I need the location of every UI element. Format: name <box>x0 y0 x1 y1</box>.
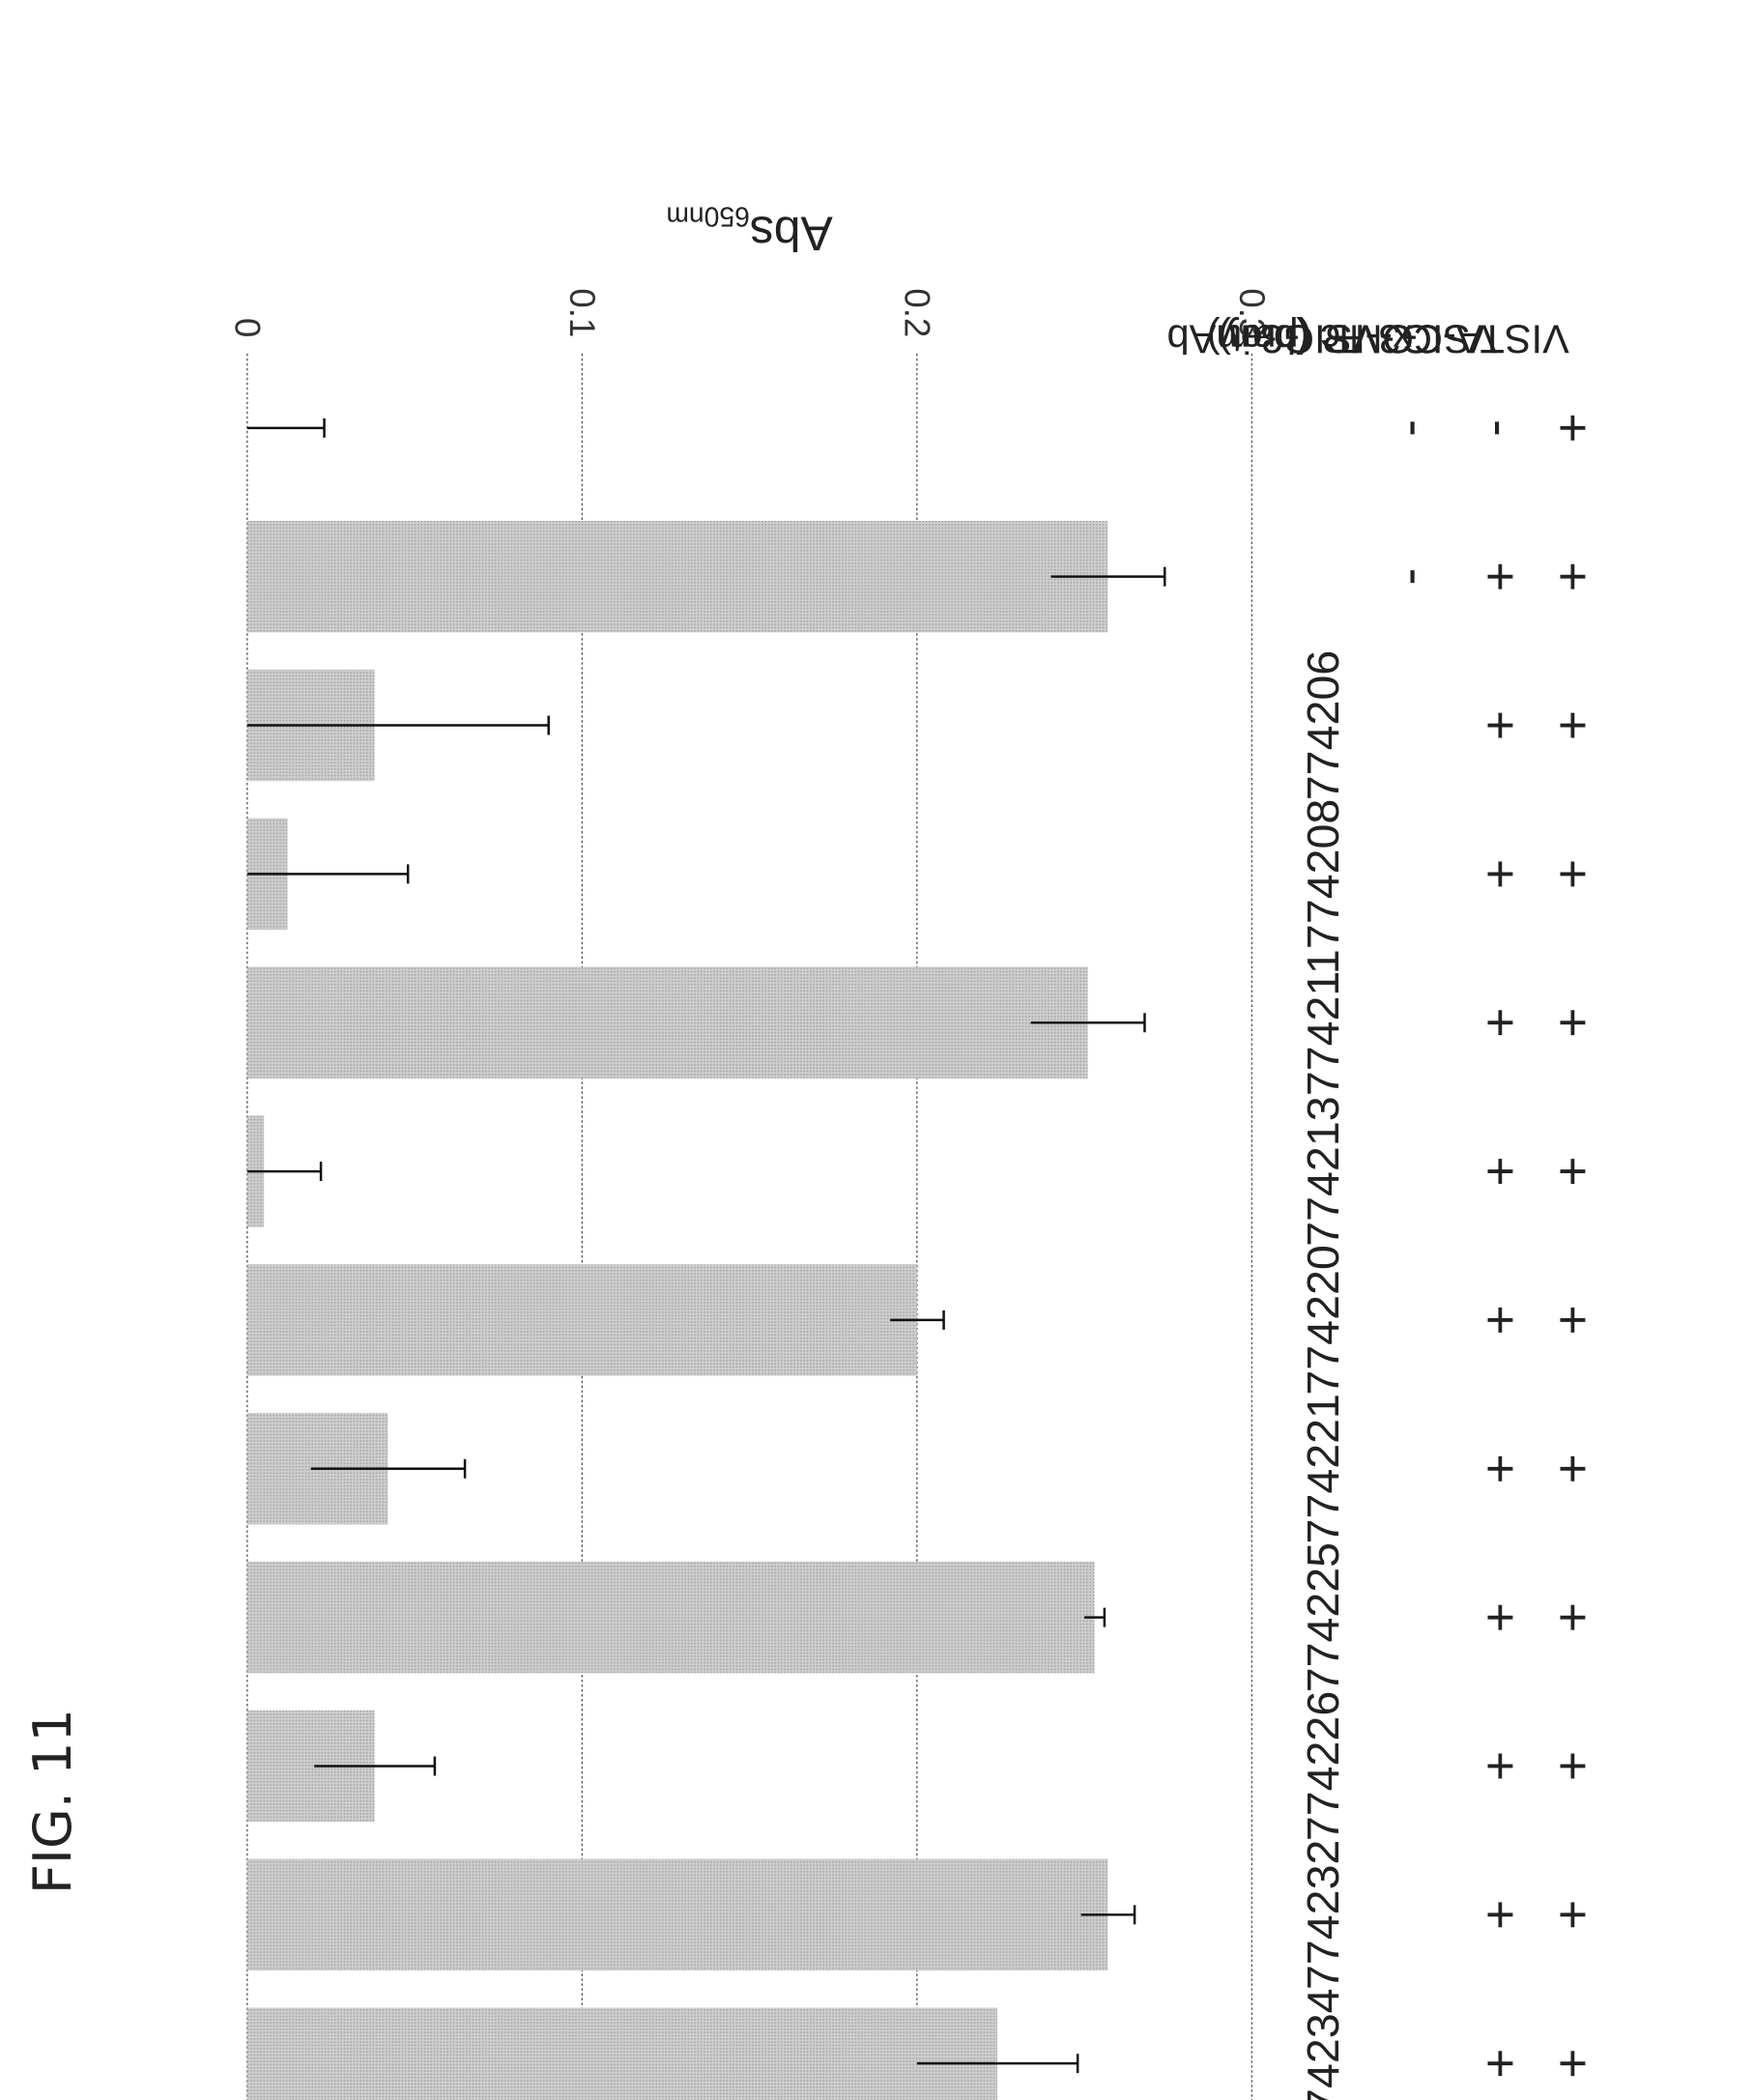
category-label: 774221 <box>1298 1394 1348 1543</box>
condition-marker: + <box>1472 1900 1529 1930</box>
category-label: 774232 <box>1298 1840 1348 1990</box>
condition-marker: + <box>1472 561 1529 591</box>
grid-layer <box>246 353 1253 2100</box>
y-axis-title: Abs650nm <box>666 202 832 261</box>
condition-marker: + <box>1544 710 1601 740</box>
label-layer: 0 0.1 0.2 0.3Abs650nm7742067742087742117742… <box>227 202 1600 2100</box>
condition-marker: + <box>1472 710 1529 740</box>
condition-marker: + <box>1544 1453 1601 1483</box>
condition-marker: + <box>1472 2049 1529 2079</box>
category-label: 774206 <box>1298 650 1348 800</box>
condition-marker: + <box>1472 1751 1529 1781</box>
category-label: 774234 <box>1298 1988 1348 2100</box>
y-tick-label: 0.3 <box>1232 288 1272 337</box>
condition-marker: + <box>1472 1305 1529 1335</box>
condition-marker: - <box>1388 568 1445 586</box>
bar <box>246 966 1088 1079</box>
category-label: 774213 <box>1298 1096 1348 1246</box>
category-label: 774225 <box>1298 1542 1348 1692</box>
condition-marker: + <box>1544 561 1601 591</box>
y-tick-label: 0.1 <box>562 288 602 337</box>
bar-layer <box>246 520 1108 2100</box>
condition-marker: + <box>1544 1157 1601 1187</box>
category-label: 774211 <box>1298 949 1348 1096</box>
bar <box>246 520 1108 633</box>
condition-marker: - <box>1388 419 1445 437</box>
condition-marker: + <box>1472 1602 1529 1632</box>
bar <box>246 2007 998 2100</box>
y-axis-title-subscript: 650nm <box>666 202 749 233</box>
category-label: 774220 <box>1298 1245 1348 1395</box>
condition-marker: + <box>1544 1008 1601 1038</box>
condition-marker: + <box>1544 1602 1601 1632</box>
condition-marker: + <box>1544 859 1601 889</box>
condition-marker: + <box>1544 1900 1601 1930</box>
condition-marker: + <box>1544 1305 1601 1335</box>
bar <box>246 1561 1095 1674</box>
category-label: 774208 <box>1298 799 1348 949</box>
bar <box>246 1858 1108 1971</box>
condition-row-label: x-VSIG3 mAb <box>1167 317 1413 362</box>
condition-marker: + <box>1544 2049 1601 2079</box>
category-label: 774226 <box>1298 1691 1348 1841</box>
error-layer <box>246 417 1166 2074</box>
condition-marker: + <box>1472 859 1529 889</box>
y-tick-label: 0 <box>227 318 267 337</box>
condition-marker: + <box>1472 1008 1529 1038</box>
bar <box>246 1264 917 1376</box>
condition-row-label: VSIG3-Fc (bait) <box>1218 317 1497 362</box>
condition-marker: - <box>1472 419 1529 437</box>
condition-row-label: VISTA-COMP (prey) <box>1207 317 1569 362</box>
condition-marker: + <box>1472 1157 1529 1187</box>
y-tick-label: 0.2 <box>897 288 936 337</box>
condition-marker: + <box>1544 413 1601 443</box>
condition-marker: + <box>1472 1453 1529 1483</box>
bar <box>246 1710 375 1823</box>
condition-marker: + <box>1544 1751 1601 1781</box>
